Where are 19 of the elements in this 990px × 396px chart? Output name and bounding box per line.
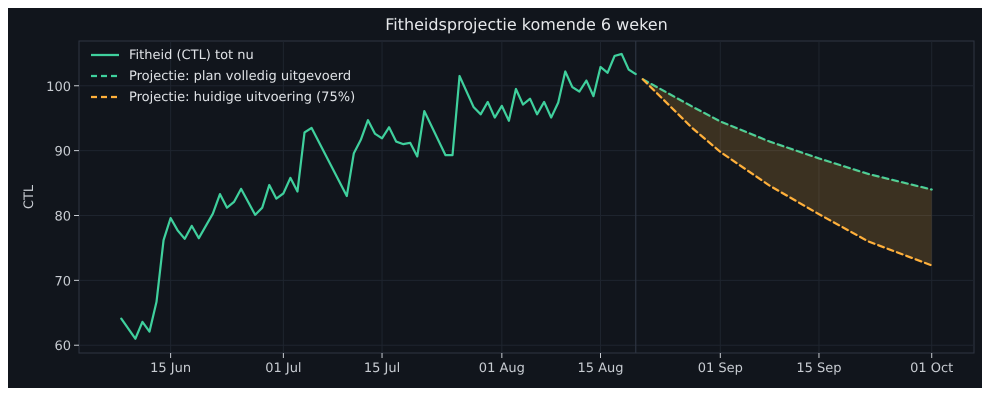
- x-tick-label: 01 Oct: [910, 361, 954, 376]
- y-tick-label: 60: [54, 339, 71, 354]
- y-tick-label: 70: [54, 274, 71, 290]
- y-axis-title: CTL: [22, 184, 37, 210]
- line-series: [642, 78, 933, 191]
- y-tick-label: 100: [46, 80, 71, 95]
- x-tick-label: 15 Jul: [364, 361, 400, 376]
- legend-label: Projectie: huidige uitvoering (75%): [129, 90, 356, 105]
- x-tick-label: 01 Aug: [478, 361, 525, 376]
- chart-title: Fitheidsprojectie komende 6 weken: [385, 15, 668, 34]
- x-tick-label: 15 Aug: [577, 361, 624, 376]
- x-tick-label: 15 Jun: [150, 361, 192, 376]
- legend-label: Fitheid (CTL) tot nu: [129, 48, 254, 63]
- x-tick-label: 01 Sep: [698, 361, 743, 376]
- y-tick-label: 80: [54, 209, 71, 224]
- legend-label: Projectie: plan volledig uitgevoerd: [129, 69, 352, 84]
- x-tick-label: 01 Jul: [265, 361, 302, 376]
- y-tick-label: 90: [54, 144, 71, 160]
- x-tick-label: 15 Sep: [796, 361, 842, 376]
